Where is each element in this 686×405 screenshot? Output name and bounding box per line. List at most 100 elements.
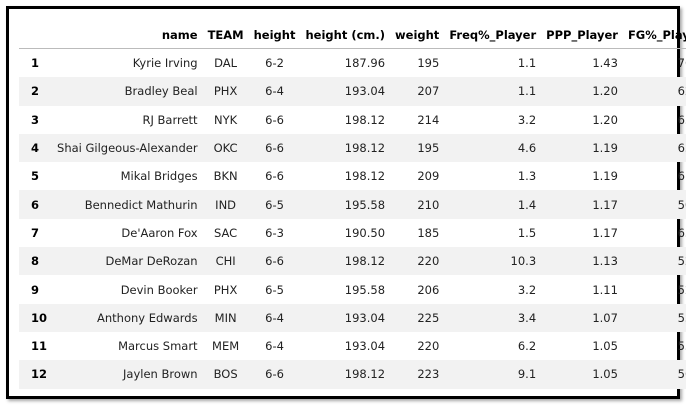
cell: 198.12 xyxy=(344,141,386,156)
cell: 6-6 xyxy=(265,169,284,184)
row: 11 Marcus Smart MEM 6-4 193.04 220 6.2 1.05 53.3 xyxy=(19,332,686,360)
row-index: 5 xyxy=(31,169,40,184)
row: 2 Bradley Beal PHX 6-4 193.04 207 1.1 1.20 62.5 xyxy=(19,77,686,106)
cell: 6.2 xyxy=(517,339,537,354)
cell: 52.4 xyxy=(677,254,686,269)
cell: 220 xyxy=(417,254,440,269)
cell: 3.2 xyxy=(517,112,537,127)
cell: 195 xyxy=(417,56,440,71)
cell: BKN xyxy=(213,169,238,184)
cell: DeMar DeRozan xyxy=(105,254,198,269)
cell: 193.04 xyxy=(344,310,386,325)
cell: 6-4 xyxy=(265,310,284,325)
cell: Bennedict Mathurin xyxy=(84,197,198,212)
cell: 62.5 xyxy=(677,84,686,99)
cell: 9.1 xyxy=(517,367,537,382)
cell: 195.58 xyxy=(344,197,386,212)
cell: 1.1 xyxy=(517,84,537,99)
cell: 63.8 xyxy=(677,141,686,156)
cell: 1.20 xyxy=(592,84,618,99)
row-index: 6 xyxy=(31,197,40,212)
cell: 6-5 xyxy=(265,197,284,212)
cell: 214 xyxy=(417,112,440,127)
column-header: height xyxy=(248,21,301,49)
cell: 198.12 xyxy=(344,169,386,184)
cell: 4.6 xyxy=(517,141,537,156)
cell: 198.12 xyxy=(344,112,386,127)
row: 4 Shai Gilgeous-Alexander OKC 6-6 198.12 195 4… xyxy=(19,133,686,163)
cell: 207 xyxy=(417,84,440,99)
cell: PHX xyxy=(213,282,238,297)
row: 9 Devin Booker PHX 6-5 195.58 206 3.2 1.11 52.6 xyxy=(19,275,686,303)
cell: 198.12 xyxy=(344,367,386,382)
cell: 210 xyxy=(417,197,440,212)
cell: 190.50 xyxy=(344,225,386,240)
cell: Jaylen Brown xyxy=(123,367,198,382)
cell: 1.1 xyxy=(517,56,537,71)
dataframe: name TEAM height height (cm.) weight Freq%_Pl… xyxy=(19,21,686,389)
cell: 185 xyxy=(417,225,440,240)
cell: 1.17 xyxy=(592,225,618,240)
row-index: 7 xyxy=(31,225,40,240)
header-row: name TEAM height height (cm.) weight Freq%_Pl… xyxy=(19,21,686,49)
column-header: PPP_Player xyxy=(541,21,623,49)
cell: 1.3 xyxy=(517,169,537,184)
cell: Bradley Beal xyxy=(124,84,198,99)
cell: Kyrie Irving xyxy=(132,56,198,71)
cell: 198.12 xyxy=(344,254,386,269)
cell: 193.04 xyxy=(344,339,386,354)
row: 5 Mikal Bridges BKN 6-6 198.12 209 1.3 1.19 61.1 xyxy=(19,162,686,190)
row: 10 Anthony Edwards MIN 6-4 193.04 225 3.4 1.07 5… xyxy=(19,303,686,332)
cell: Anthony Edwards xyxy=(97,310,198,325)
cell: BOS xyxy=(213,367,238,382)
cell: 223 xyxy=(417,367,440,382)
column-header: weight xyxy=(390,21,445,49)
column-header: height (cm.) xyxy=(300,21,391,49)
row-index: 11 xyxy=(31,339,48,354)
cell: 1.19 xyxy=(592,141,618,156)
cell: 6-6 xyxy=(265,254,284,269)
cell: Shai Gilgeous-Alexander xyxy=(57,141,198,156)
cell: 1.13 xyxy=(592,254,618,269)
cell: 187.96 xyxy=(344,56,386,71)
cell: 50.0 xyxy=(677,197,686,212)
cell: 6-5 xyxy=(265,282,284,297)
cell: 1.19 xyxy=(592,169,618,184)
cell: 1.43 xyxy=(592,56,618,71)
cell: Mikal Bridges xyxy=(120,169,198,184)
cell: 193.04 xyxy=(344,84,386,99)
cell: 206 xyxy=(417,282,440,297)
cell: 61.1 xyxy=(677,169,686,184)
index-header xyxy=(19,21,53,49)
cell: 3.4 xyxy=(517,310,537,325)
cell: 63.6 xyxy=(677,225,686,240)
cell: 1.5 xyxy=(517,225,537,240)
row-index: 4 xyxy=(31,141,40,156)
cell: De'Aaron Fox xyxy=(121,225,198,240)
cell: RJ Barrett xyxy=(142,112,198,127)
column-header: Freq%_Player xyxy=(444,21,542,49)
cell: 52.6 xyxy=(677,282,686,297)
cell: MIN xyxy=(214,310,237,325)
cell: CHI xyxy=(215,254,236,269)
cell: PHX xyxy=(213,84,238,99)
cell: 1.05 xyxy=(592,367,618,382)
column-header: TEAM xyxy=(202,21,249,49)
cell: 6-4 xyxy=(265,339,284,354)
cell: 1.11 xyxy=(592,282,618,297)
cell: 63.6 xyxy=(677,112,686,127)
cell: 1.4 xyxy=(517,197,537,212)
row: 1 Kyrie Irving DAL 6-2 187.96 195 1.1 1.43 76.9 xyxy=(19,49,686,78)
cell: OKC xyxy=(213,141,238,156)
row-index: 8 xyxy=(31,254,40,269)
cell: Devin Booker xyxy=(120,282,198,297)
cell: 1.20 xyxy=(592,112,618,127)
cell: 220 xyxy=(417,339,440,354)
cell: 6-3 xyxy=(265,225,284,240)
cell: 1.07 xyxy=(592,310,618,325)
cell: 195 xyxy=(417,141,440,156)
cell: NYK xyxy=(214,112,238,127)
row: 8 DeMar DeRozan CHI 6-6 198.12 220 10.3 1.13 52.… xyxy=(19,247,686,276)
